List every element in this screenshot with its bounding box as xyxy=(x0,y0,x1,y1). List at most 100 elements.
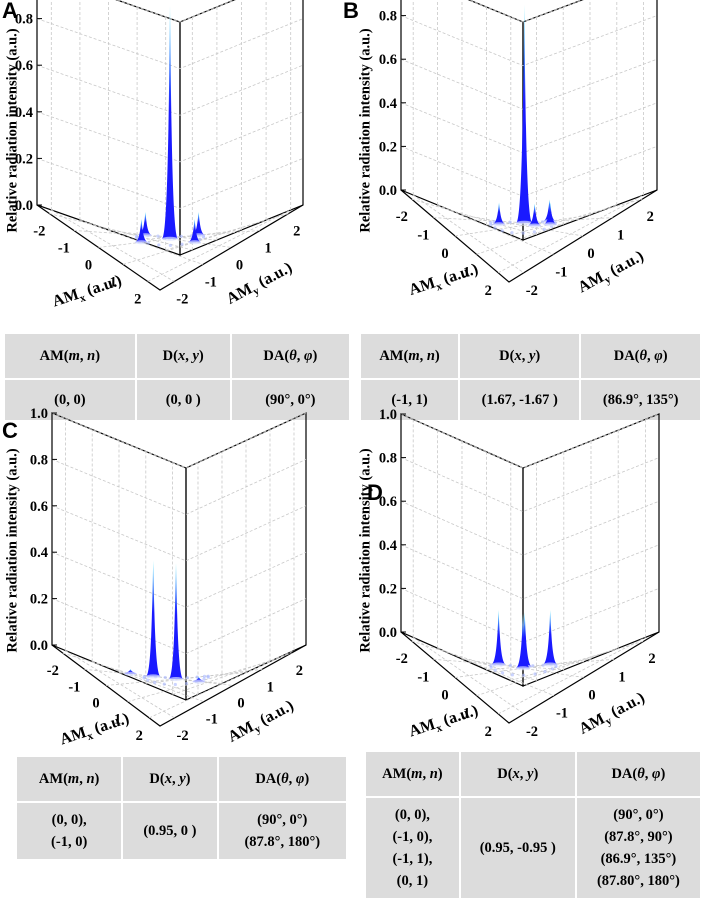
y-tick-label: -1 xyxy=(205,275,217,291)
z-tick-label: 0.2 xyxy=(379,139,397,155)
y-tick-label: 0 xyxy=(588,688,595,704)
floor-ripple xyxy=(493,668,497,672)
y-tick-label: 1 xyxy=(264,241,271,257)
floor-ripple xyxy=(168,243,173,247)
value-am: (0, 0) xyxy=(5,380,135,420)
z-gridline xyxy=(400,15,658,67)
z-tick-label: 1.0 xyxy=(379,407,397,423)
y-tick-label: -1 xyxy=(556,706,568,722)
y-tick-label: 0 xyxy=(237,696,244,712)
y-tick-label: 2 xyxy=(293,224,300,240)
z-tick-label: 0.4 xyxy=(379,96,397,112)
intensity-peak xyxy=(515,613,531,669)
z-tick-label: 0.6 xyxy=(30,499,48,515)
z-gridline xyxy=(36,64,304,116)
y-gridline xyxy=(65,650,175,719)
z-tick-label: 0.6 xyxy=(379,52,397,68)
z-gridline xyxy=(51,551,307,608)
peak-base xyxy=(162,236,178,241)
z-tick-label: 0.0 xyxy=(379,625,397,641)
floor-ripple xyxy=(500,671,505,675)
floor-ripple xyxy=(142,676,146,680)
x-tick-label: 1 xyxy=(463,264,470,280)
intensity-peak xyxy=(162,5,178,239)
z-gridline xyxy=(36,158,304,209)
floor-ripple xyxy=(521,231,525,235)
parameter-table: AM(m, n) D(x, y) DA(θ, φ) (0, 0) (0, 0 ) (90°… xyxy=(3,332,351,422)
floor-ripple xyxy=(543,669,547,674)
floor-ripple xyxy=(198,237,202,241)
z-gridline xyxy=(400,413,660,469)
value-da: (86.9°, 135°) xyxy=(581,380,700,420)
y-axis-label: AMy (a.u.) xyxy=(576,689,649,740)
x-tick-label: 2 xyxy=(485,283,492,299)
floor-ripple xyxy=(156,234,160,238)
x-gridline xyxy=(49,213,193,251)
z-gridline xyxy=(400,102,658,154)
x-tick-label: 1 xyxy=(114,712,121,728)
z-tick-label: 0.0 xyxy=(15,198,33,214)
floor-ripple xyxy=(184,681,189,686)
y-tick-label: 1 xyxy=(618,669,625,685)
floor-ripple xyxy=(206,674,210,678)
y-gridline xyxy=(165,213,289,251)
y-axis-label: AMy (a.u.) xyxy=(575,248,648,299)
y-gridline xyxy=(51,209,175,282)
z-gridline xyxy=(400,500,660,556)
intensity-peak xyxy=(168,563,184,679)
table-header-row: AM(m, n) D(x, y) DA(θ, φ) xyxy=(361,334,700,378)
z-gridline xyxy=(36,111,304,163)
x-tick-label: 0 xyxy=(441,688,448,704)
floor-ripple xyxy=(508,663,513,668)
value-d: (0.95, 0 ) xyxy=(123,803,217,859)
floor-ripple xyxy=(533,672,537,676)
table-value-row: (0, 0), (-1, 0), (-1, 1), (0, 1) (0.95, -0.9… xyxy=(366,798,700,898)
z-tick-label: 0.0 xyxy=(30,638,48,654)
floor-edges xyxy=(400,631,660,724)
panel-label: B xyxy=(343,0,359,23)
z-axis-label: Relative radiation intensity (a.u.) xyxy=(4,448,21,653)
y-tick-label: 0 xyxy=(587,246,594,262)
value-da: (90°, 0°) (87.8°, 90°) (86.9°, 135°) (87.80… xyxy=(576,798,700,898)
header-d: D(x, y) xyxy=(460,334,580,378)
y-tick-label: 1 xyxy=(267,679,274,695)
header-da: DA(θ, φ) xyxy=(576,752,700,796)
peak-base xyxy=(528,223,542,228)
floor-ripple xyxy=(522,673,526,677)
z-gridline xyxy=(36,18,304,70)
header-da: DA(θ, φ) xyxy=(581,334,700,378)
floor-ripple xyxy=(195,675,199,679)
z-gridline xyxy=(51,459,307,515)
y-tick-label: -2 xyxy=(177,728,189,744)
y-gridline xyxy=(412,637,525,715)
value-am: (0, 0), (-1, 0), (-1, 1), (0, 1) xyxy=(366,798,459,898)
floor-ripple xyxy=(531,664,535,668)
panel-label: A xyxy=(2,0,18,23)
back-wall-left xyxy=(400,413,524,687)
value-d: (0, 0 ) xyxy=(136,380,230,420)
z-tick-label: 0.2 xyxy=(379,581,397,597)
z-gridline xyxy=(468,0,584,23)
floor-ripple xyxy=(489,665,493,670)
x-tick-label: 1 xyxy=(463,706,470,722)
back-wall-right xyxy=(522,0,658,241)
panel-c: C 0.0 0.2 0.4 0.6 0.8 1.0 -2 -2 -1 -1 0 0 1 1 2 2 AMx (a… xyxy=(0,406,353,883)
peak-base xyxy=(516,220,533,225)
z-gridline xyxy=(51,505,307,562)
z-tick-label: 0.6 xyxy=(379,494,397,510)
peak-base xyxy=(515,666,531,671)
intensity-peak xyxy=(135,218,148,243)
floor-ripple xyxy=(202,674,207,678)
intensity-peak xyxy=(146,560,161,677)
z-tick-label: 0.8 xyxy=(15,12,33,28)
floor-ripple xyxy=(163,675,167,680)
intensity-peak xyxy=(543,610,558,665)
header-da: DA(θ, φ) xyxy=(218,757,346,801)
x-axis-label: AMx (a.u.) xyxy=(50,272,124,313)
z-gridline xyxy=(400,588,660,643)
y-gridline xyxy=(145,668,263,684)
table-value-row: (0, 0), (-1, 0) (0.95, 0 ) (90°, 0°) (87.8°,… xyxy=(17,803,346,859)
